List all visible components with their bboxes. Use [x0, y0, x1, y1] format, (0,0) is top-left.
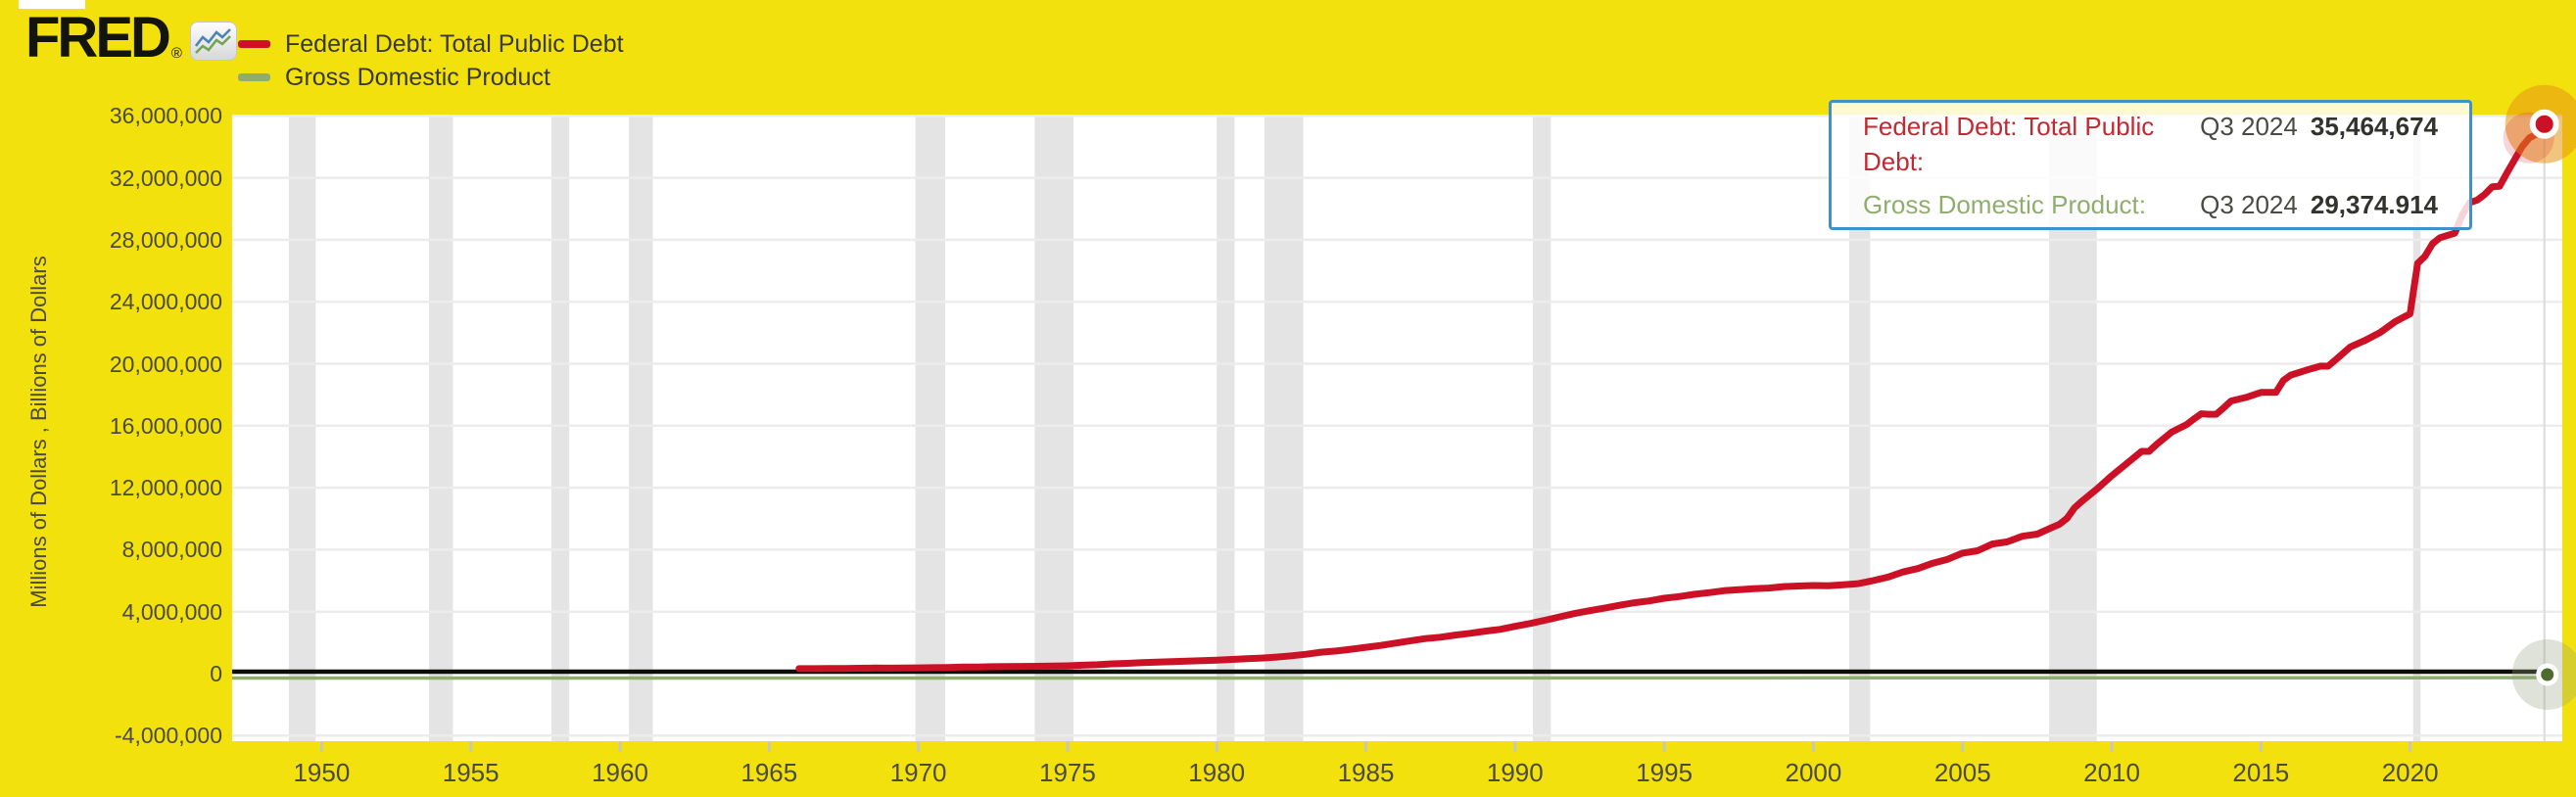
top-left-white-strip	[19, 0, 85, 9]
hover-tooltip: Federal Debt: Total Public Debt: Q3 2024…	[1829, 100, 2472, 230]
y-axis-tick-label: -4,000,000	[115, 723, 222, 749]
y-axis-tick-label: 32,000,000	[109, 164, 222, 191]
recession-band	[915, 116, 946, 741]
fred-sparkline-icon	[189, 22, 237, 61]
tooltip-label-federal-debt: Federal Debt: Total Public Debt:	[1863, 111, 2155, 176]
y-axis-tick-label: 12,000,000	[109, 475, 222, 501]
federal-debt-line	[795, 120, 2549, 673]
recession-band	[429, 116, 453, 741]
x-axis-tick-label: 2005	[1933, 758, 1991, 787]
x-axis-tick-label: 2010	[2083, 758, 2140, 787]
y-axis-tick-label: 4,000,000	[121, 598, 222, 625]
fred-logo-text: FRED	[25, 6, 171, 70]
x-axis-tick-label: 1950	[293, 758, 351, 787]
x-axis-tick-label: 2015	[2232, 758, 2290, 787]
x-axis-tick-label: 1970	[889, 758, 947, 787]
tooltip-row-federal-debt: Federal Debt: Total Public Debt: Q3 2024…	[1863, 109, 2438, 179]
gdp-legend-label: Gross Domestic Product	[285, 63, 550, 91]
x-axis-tick-label: 2020	[2381, 758, 2439, 787]
y-axis-tick-label: 24,000,000	[109, 289, 222, 315]
y-axis-tick-label: 36,000,000	[109, 103, 222, 129]
legend-item-federal-debt: Federal Debt: Total Public Debt	[238, 29, 624, 59]
x-axis-tick-label: 1985	[1337, 758, 1395, 787]
x-axis-tick-label: 1990	[1486, 758, 1544, 787]
recession-band	[629, 116, 653, 741]
recession-band	[1533, 116, 1551, 741]
fred-logo[interactable]: FRED ®	[25, 6, 237, 70]
recession-band	[550, 116, 570, 741]
y-axis-tick-label: 8,000,000	[121, 537, 222, 563]
y-axis-tick-label: 16,000,000	[109, 412, 222, 439]
x-axis-tick-label: 1995	[1636, 758, 1693, 787]
recession-band	[1264, 116, 1304, 741]
recession-band	[1034, 116, 1073, 741]
tooltip-period-gdp: Q3 2024	[2200, 189, 2298, 219]
y-axis-tick-label: 20,000,000	[109, 351, 222, 377]
federal-debt-legend-label: Federal Debt: Total Public Debt	[285, 29, 624, 58]
x-axis-tick-label: 1960	[592, 758, 648, 787]
y-axis-tick-label: 28,000,000	[109, 226, 222, 253]
gdp-endpoint-dot	[2536, 663, 2559, 686]
recession-band	[2412, 116, 2421, 741]
tooltip-period-federal-debt: Q3 2024	[2200, 111, 2298, 141]
debt-endpoint-dot	[2529, 109, 2559, 139]
recession-band	[288, 116, 316, 741]
registered-mark: ®	[170, 45, 182, 62]
x-axis-tick-label: 1975	[1038, 758, 1096, 787]
x-axis-tick-label: 1980	[1188, 758, 1246, 787]
gdp-legend-swatch	[238, 73, 270, 81]
x-axis: 1950 1955 1960 1965 1970 1975 1980 1985 1990 1995…	[0, 758, 2576, 793]
gdp-line	[232, 676, 2545, 680]
recession-band	[1216, 116, 1235, 741]
x-axis-tick-label: 1965	[740, 758, 798, 787]
tooltip-value-federal-debt: 35,464,674	[2310, 111, 2438, 141]
legend-item-gdp: Gross Domestic Product	[238, 63, 624, 92]
chart-legend: Federal Debt: Total Public Debt Gross Do…	[238, 29, 624, 92]
x-axis-tick-label: 2000	[1785, 758, 1842, 787]
tooltip-value-gdp: 29,374.914	[2310, 189, 2438, 219]
federal-debt-legend-swatch	[238, 40, 270, 48]
y-axis: 36,000,000 32,000,000 28,000,000 24,000,000…	[7, 0, 222, 797]
tooltip-value-group: Q3 2024 35,464,674	[2200, 109, 2438, 144]
y-axis-tick-label: 0	[210, 661, 222, 686]
x-axis-tick-label: 1955	[442, 758, 500, 787]
tooltip-row-gdp: Gross Domestic Product: Q3 2024 29,374.91…	[1863, 187, 2438, 222]
tooltip-value-group: Q3 2024 29,374.914	[2200, 187, 2438, 222]
tooltip-label-gdp: Gross Domestic Product:	[1863, 189, 2146, 219]
